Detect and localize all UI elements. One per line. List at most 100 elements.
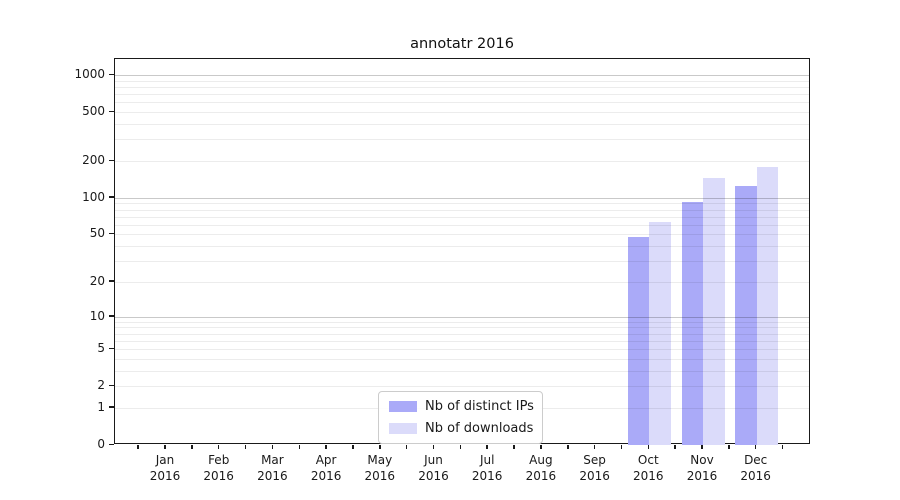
gridline-minor	[115, 86, 809, 88]
y-tick-label: 1000	[74, 67, 105, 82]
bar-nb-of-distinct-ips-oct	[627, 236, 650, 445]
x-tick-label-jan: Jan 2016	[149, 453, 181, 483]
gridline-minor	[115, 281, 809, 283]
y-tick	[109, 280, 114, 282]
y-tick-label: 100	[82, 189, 105, 204]
x-tick	[754, 445, 757, 449]
x-tick-label-jul: Jul 2016	[471, 453, 503, 483]
gridline-major	[115, 316, 809, 318]
x-tick	[781, 445, 784, 449]
gridline-minor	[115, 94, 809, 96]
y-tick	[109, 110, 114, 113]
x-tick	[217, 445, 220, 449]
gridline-minor	[115, 340, 809, 342]
y-tick-label: 20	[89, 273, 105, 288]
gridline-minor	[115, 80, 809, 82]
x-tick	[379, 445, 381, 449]
chart-plot-area	[114, 58, 810, 445]
x-tick	[405, 445, 408, 449]
x-tick-label-oct: Oct 2016	[633, 453, 664, 483]
x-tick	[620, 445, 623, 449]
gridline-minor	[115, 261, 809, 263]
x-tick	[674, 445, 676, 449]
bar-nb-of-downloads-oct	[649, 222, 671, 445]
legend-box: Nb of distinct IPs Nb of downloads	[378, 391, 543, 444]
gridline-minor	[115, 234, 809, 236]
bar-nb-of-downloads-nov	[703, 178, 725, 445]
y-tick	[109, 406, 114, 408]
x-tick	[298, 445, 300, 449]
legend-entry-downloads: Nb of downloads	[389, 421, 534, 436]
x-tick	[244, 445, 247, 449]
x-tick-label-dec: Dec 2016	[740, 453, 771, 483]
x-tick	[164, 445, 166, 449]
gridline-minor	[115, 224, 809, 226]
gridline-minor	[115, 333, 809, 335]
gridline-minor	[115, 386, 809, 388]
bar-nb-of-distinct-ips-dec	[735, 186, 757, 445]
y-tick	[109, 196, 114, 198]
y-tick	[109, 443, 114, 445]
y-tick	[109, 315, 114, 317]
legend-label-distinct-ips: Nb of distinct IPs	[425, 399, 534, 414]
gridline-minor	[115, 161, 809, 163]
x-tick-label-aug: Aug 2016	[525, 453, 557, 483]
x-tick	[486, 445, 488, 449]
x-tick-label-may: May 2016	[364, 453, 396, 483]
x-tick-label-mar: Mar 2016	[257, 453, 288, 483]
gridline-major	[115, 75, 809, 77]
x-tick	[567, 445, 569, 449]
x-tick	[137, 445, 139, 449]
x-tick	[352, 445, 354, 449]
x-tick-label-nov: Nov 2016	[686, 453, 718, 483]
y-tick-label: 1	[97, 399, 105, 414]
y-tick	[109, 159, 114, 162]
gridline-minor	[115, 349, 809, 351]
gridline-minor	[115, 112, 809, 114]
gridline-minor	[115, 216, 809, 218]
legend-entry-distinct-ips: Nb of distinct IPs	[389, 399, 534, 414]
gridline-minor	[115, 358, 809, 360]
y-tick	[109, 73, 114, 76]
x-tick-label-apr: Apr 2016	[310, 453, 342, 483]
x-tick	[593, 445, 596, 449]
gridline-minor	[115, 327, 809, 329]
gridline-minor	[115, 246, 809, 248]
chart-title: annotatr 2016	[410, 36, 514, 52]
y-tick-label: 10	[89, 308, 105, 323]
y-tick	[109, 384, 114, 387]
x-tick	[271, 445, 274, 449]
x-tick	[728, 445, 730, 449]
x-tick	[513, 445, 515, 449]
x-tick	[701, 445, 703, 449]
y-tick-label: 2	[97, 378, 105, 393]
legend-label-downloads: Nb of downloads	[425, 421, 534, 436]
gridline-minor	[115, 139, 809, 141]
y-tick-label: 500	[82, 104, 105, 119]
y-tick	[109, 347, 114, 350]
gridline-minor	[115, 321, 809, 323]
x-tick	[459, 445, 462, 449]
y-tick-label: 50	[89, 226, 105, 241]
x-tick-label-sep: Sep 2016	[579, 453, 610, 483]
gridline-minor	[115, 370, 809, 372]
x-tick	[647, 445, 650, 449]
gridline-minor	[115, 102, 809, 104]
y-tick	[109, 232, 114, 235]
bar-nb-of-downloads-dec	[756, 166, 779, 445]
x-tick	[540, 445, 542, 449]
x-tick	[191, 445, 193, 449]
x-tick-label-feb: Feb 2016	[203, 453, 234, 483]
legend-swatch-downloads	[389, 423, 417, 434]
legend-swatch-distinct-ips	[389, 401, 417, 412]
bar-nb-of-distinct-ips-nov	[681, 201, 703, 445]
x-tick-label-jun: Jun 2016	[418, 453, 449, 483]
x-tick	[432, 445, 435, 449]
y-tick-label: 200	[82, 153, 105, 168]
y-tick-label: 0	[97, 437, 105, 451]
gridline-minor	[115, 203, 809, 205]
gridline-minor	[115, 209, 809, 211]
x-tick	[325, 445, 327, 449]
gridline-major	[115, 197, 809, 199]
